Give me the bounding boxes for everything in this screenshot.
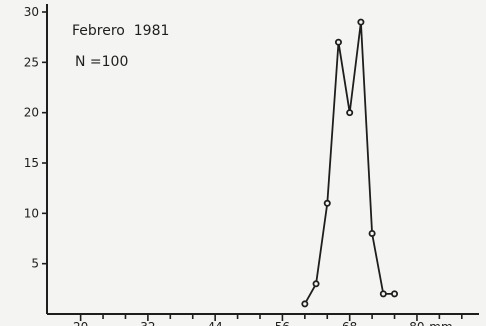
plot-area bbox=[301, 18, 399, 308]
data-point bbox=[368, 229, 376, 237]
axes: 5 10 15 20 25 30 20 32 44 56 68 80 mm bbox=[24, 4, 479, 326]
y-tick-label: 20 bbox=[24, 106, 39, 120]
annotation-date: Febrero 1981 bbox=[72, 23, 169, 39]
y-tick-label: 10 bbox=[24, 206, 39, 220]
y-tick-label: 5 bbox=[31, 257, 39, 271]
data-point bbox=[301, 300, 309, 308]
data-point bbox=[346, 109, 354, 117]
annotation-sample-size: N =100 bbox=[75, 54, 128, 70]
x-tick-label: 32 bbox=[140, 320, 155, 326]
y-tick-label: 30 bbox=[24, 5, 39, 19]
data-point bbox=[312, 280, 320, 288]
data-point bbox=[357, 18, 365, 26]
x-tick-label: 56 bbox=[275, 320, 290, 326]
data-point bbox=[334, 38, 342, 46]
annotations: Febrero 1981 N =100 bbox=[72, 23, 169, 70]
data-point bbox=[323, 199, 331, 207]
x-ticks: 20 32 44 56 68 80 bbox=[73, 314, 463, 326]
x-tick-label: 68 bbox=[342, 320, 357, 326]
series-line bbox=[304, 21, 395, 305]
x-tick-label: 44 bbox=[208, 320, 223, 326]
y-tick-label: 15 bbox=[24, 156, 39, 170]
y-ticks: 5 10 15 20 25 30 bbox=[24, 5, 47, 271]
y-tick-label: 25 bbox=[24, 55, 39, 69]
x-unit-label: mm bbox=[429, 320, 452, 326]
data-point bbox=[379, 290, 387, 298]
x-tick-label: 20 bbox=[73, 320, 88, 326]
data-point bbox=[391, 290, 399, 298]
x-tick-label: 80 bbox=[409, 320, 424, 326]
